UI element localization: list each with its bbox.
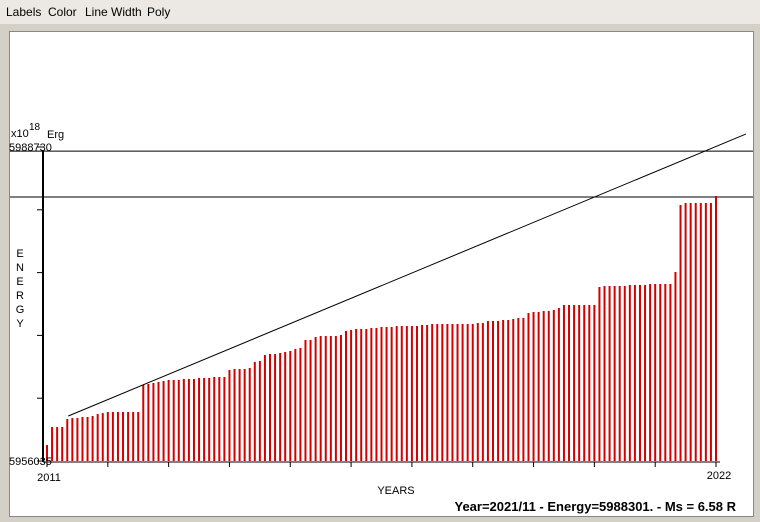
y-limit-label: 5956035	[9, 456, 52, 468]
menu-item[interactable]: Poly	[147, 5, 171, 19]
y-unit-prefix: x10	[11, 128, 29, 140]
x-limit-label: 2022	[707, 470, 731, 482]
y-unit: Erg	[47, 129, 64, 141]
x-limit-label: 2011	[37, 472, 61, 484]
status-text: Year=2021/11 - Energy=5988301. - Ms = 6.…	[454, 499, 736, 514]
y-limit-label: 5988730	[9, 142, 52, 154]
y-axis-label: ENERGY	[14, 248, 26, 332]
menu-item[interactable]: Labels	[6, 5, 42, 19]
menu-item[interactable]: Color	[48, 5, 77, 19]
y-unit-exponent: 18	[29, 122, 41, 133]
menu-item[interactable]: Line Width	[85, 5, 142, 19]
x-axis-label: YEARS	[377, 485, 414, 497]
menu-bar: Labels Color Line Width Poly	[0, 0, 760, 24]
trend-line	[68, 133, 746, 417]
